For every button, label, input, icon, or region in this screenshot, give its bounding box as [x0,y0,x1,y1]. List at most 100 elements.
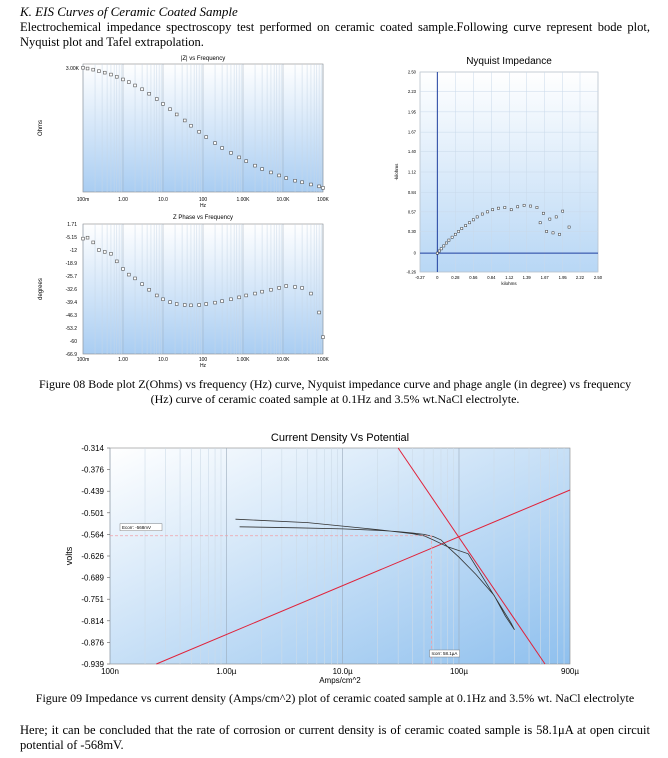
x-tick-label: -0.27 [415,275,425,280]
intro-paragraph: Electrochemical impedance spectroscopy t… [20,20,650,49]
y-tick-label: 1.12 [408,170,417,175]
data-point [183,303,187,307]
data-point [309,182,313,187]
x-tick-label: 1.00µ [216,667,237,676]
tafel-chart: Current Density Vs Potential -0.314 -0.376… [64,432,579,685]
x-tick-label: 900µ [561,667,579,676]
x-tick-label: 1.12 [505,275,514,280]
data-point [91,67,95,72]
data-point [437,249,441,253]
data-point [213,300,217,305]
x-tick-label: 10.0K [276,197,290,203]
data-point [229,151,233,155]
data-point [293,285,297,289]
y-tick-label: -32.6 [66,287,78,293]
ecorr-label: Ecorr: -568mV [122,525,151,530]
cathodic-tafel-line [397,447,546,665]
data-point [220,146,224,150]
x-tick-label: 1.00K [236,197,250,203]
data-point [284,176,288,180]
x-tick-label: 100µ [450,667,468,676]
data-point [174,302,179,306]
data-point [468,221,471,225]
x-tick-label: 100m [77,357,90,363]
y-tick-label: -39.4 [66,300,78,306]
data-point [168,107,172,111]
y-tick-label: -60 [70,339,77,345]
data-point [542,211,545,215]
data-point [509,208,513,212]
data-point [538,221,542,225]
x-tick-label: 10.0 [158,197,168,203]
data-point [109,72,113,77]
x-tick-label: 1.00 [118,357,128,363]
y-axis-label: -kilohms [394,163,399,181]
chart-title: Z Phase vs Frequency [173,215,233,221]
x-tick-label: 1.00K [236,357,250,363]
data-point [277,173,281,178]
y-tick-label: -0.689 [81,574,104,583]
conclusion-paragraph: Here; it can be concluded that the rate … [20,723,650,752]
data-point [133,276,137,281]
data-point [450,235,454,239]
y-tick-label: -5.15 [66,235,78,241]
data-point [115,75,119,79]
data-point [127,272,131,277]
data-point [522,203,526,207]
data-point [457,230,460,233]
section-heading: K. EIS Curves of Ceramic Coated Sample [20,4,238,19]
data-point [548,217,552,221]
data-point [183,118,187,123]
y-tick-label: 2.23 [408,89,417,94]
data-point [475,215,479,219]
data-point [237,295,241,300]
data-point [442,244,446,248]
x-tick-label: 1.67 [541,275,550,280]
x-tick-label: 1.95 [559,275,568,280]
y-tick-label: 0 [414,251,417,256]
y-tick-label: -18.9 [66,261,78,267]
data-point [561,209,565,213]
x-tick-label: 100 [199,357,208,363]
y-tick-label: -0.26 [406,270,416,275]
y-tick-label: 1.40 [408,149,417,154]
bode-magnitude-chart: |Z| vs Frequency 100m 1.00 10.0 100 1.00K 10.0… [38,56,329,209]
y-axis-label: volts [64,546,74,565]
data-point [103,250,107,254]
data-point [321,186,325,190]
data-point [460,227,464,230]
x-tick-label: 100n [101,667,119,676]
anodic-tafel-line [156,489,571,665]
y-tick-label: 0.84 [408,190,417,195]
data-point [121,267,125,271]
data-point [81,66,85,70]
y-tick-label: -0.939 [81,660,104,669]
x-tick-label: 100 [199,197,208,203]
y-tick-label: -0.814 [81,617,104,626]
y-tick-label: 0.57 [408,209,417,214]
y-tick-label: -66.9 [66,352,78,358]
data-point [155,293,159,298]
x-tick-label: 10.0 [158,357,168,363]
data-point [535,206,539,209]
data-point [81,236,85,241]
y-tick-label: -0.501 [81,509,104,518]
data-point [309,291,313,296]
data-point [491,208,494,212]
data-point [260,167,264,171]
x-tick-label: 0.28 [451,275,460,280]
data-point [317,310,321,315]
x-tick-label: 2.50 [594,275,603,280]
x-tick-label: 100K [317,197,329,203]
data-point [545,230,548,233]
chart-title: Current Density Vs Potential [271,432,409,444]
data-point [244,293,248,298]
y-tick-label: 0.30 [408,229,417,234]
y-tick-label: 3.00K [66,66,80,72]
data-point [293,179,297,183]
y-tick-label: -53.2 [66,326,78,332]
data-point [97,248,101,252]
data-point [197,303,201,307]
data-point [174,112,179,117]
x-tick-label: 10.0µ [333,667,354,676]
